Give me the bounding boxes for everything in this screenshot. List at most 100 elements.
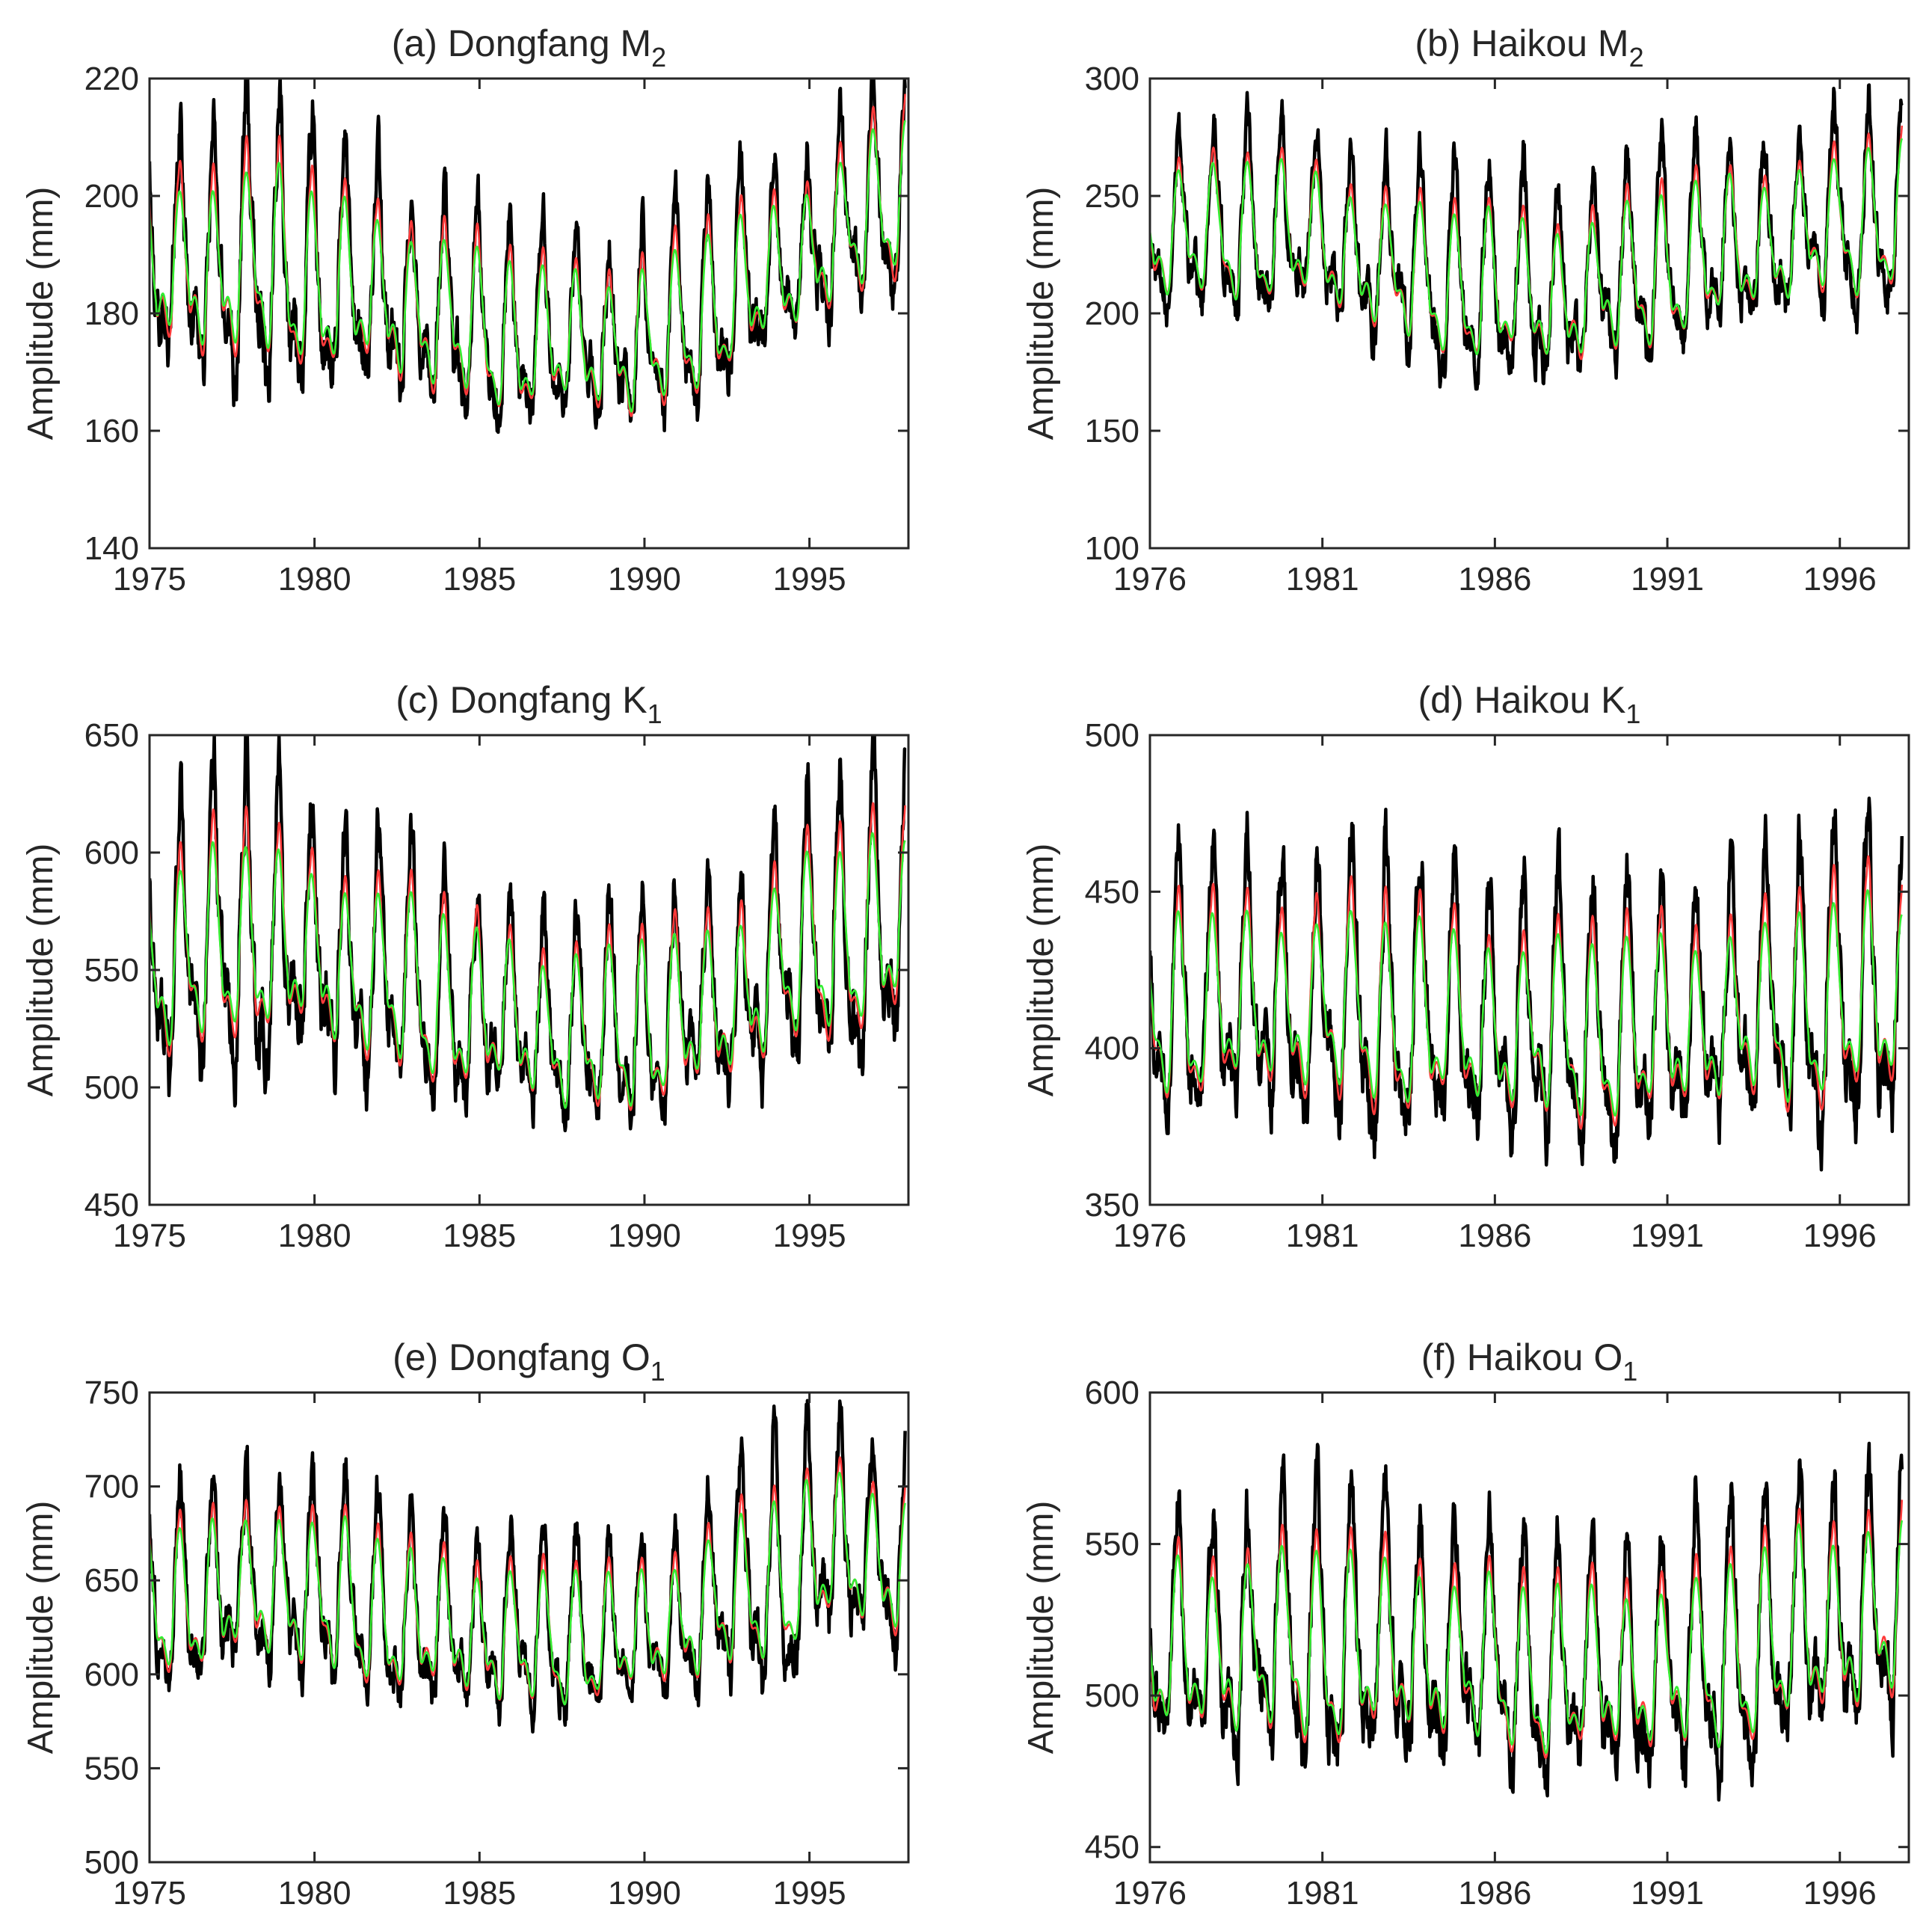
xtick-label-d: 1981 [1286,1218,1359,1254]
ytick-label-f: 450 [1085,1829,1139,1866]
ylabel-e: Amplitude (mm) [21,1501,61,1754]
ytick-label-b: 150 [1085,413,1139,449]
ytick-label-a: 140 [84,530,139,567]
axes-box-e [148,1391,910,1864]
title-main-b: (b) Haikou M [1415,22,1628,64]
xtick-label-b: 1991 [1631,561,1704,598]
panel-a: 1975 1980 1985 1990 1995 140 160 180 200 220 Ampli… [21,22,910,598]
ylabel-f: Amplitude (mm) [1021,1501,1061,1754]
ytick-label-c: 550 [84,952,139,989]
xtick-label-e: 1990 [608,1875,681,1912]
xtick-label-a: 1980 [278,561,351,598]
xtick-label-e: 1975 [113,1875,186,1912]
ytick-label-a: 160 [84,413,139,449]
title-d: (d) Haikou K1 [1418,679,1641,729]
title-sub-f: 1 [1622,1356,1637,1387]
xtick-label-a: 1985 [443,561,516,598]
xtick-label-c: 1995 [773,1218,846,1254]
ytick-label-e: 650 [84,1562,139,1599]
xtick-label-b: 1986 [1458,561,1531,598]
ytick-label-d: 500 [1085,717,1139,754]
xtick-label-d: 1976 [1113,1218,1187,1254]
ytick-label-d: 400 [1085,1031,1139,1067]
series-e-green [150,1471,906,1706]
title-e: (e) Dongfang O1 [393,1336,665,1387]
series-b-green [1150,138,1904,355]
xtick-label-c: 1980 [278,1218,351,1254]
ytick-label-c: 500 [84,1069,139,1106]
xtick-label-d: 1986 [1458,1218,1531,1254]
title-main-d: (d) Haikou K [1418,679,1626,721]
xtick-label-f: 1981 [1286,1875,1359,1912]
ytick-label-e: 700 [84,1469,139,1505]
xtick-label-c: 1990 [608,1218,681,1254]
series-a-green [150,120,906,413]
xtick-label-c: 1985 [443,1218,516,1254]
ytick-label-a: 200 [84,178,139,215]
ytick-label-b: 200 [1085,295,1139,332]
axes-box-d [1148,734,1910,1206]
ytick-label-e: 600 [84,1657,139,1693]
title-sub-e: 1 [650,1356,665,1387]
series-f-observed [1150,1441,1904,1802]
xtick-label-d: 1991 [1631,1218,1704,1254]
title-a: (a) Dongfang M2 [392,22,666,73]
ytick-label-b: 250 [1085,178,1139,215]
ytick-label-a: 180 [84,295,139,332]
series-c-green [150,832,906,1109]
title-sub-c: 1 [647,699,662,729]
ytick-label-a: 220 [84,61,139,97]
title-c: (c) Dongfang K1 [396,679,662,729]
ytick-label-f: 500 [1085,1677,1139,1714]
series-f-green [1150,1520,1904,1754]
xtick-label-d: 1996 [1803,1218,1877,1254]
xtick-label-f: 1986 [1458,1875,1531,1912]
xtick-label-a: 1990 [608,561,681,598]
panel-f: 1976 1981 1986 1991 1996 450 500 550 600 Amplitud… [1021,1336,1910,1912]
title-main-e: (e) Dongfang O [393,1336,650,1378]
title-main-a: (a) Dongfang M [392,22,651,64]
title-b: (b) Haikou M2 [1415,22,1643,73]
ytick-label-f: 600 [1085,1375,1139,1411]
ytick-label-e: 550 [84,1750,139,1787]
ylabel-a: Amplitude (mm) [21,187,61,440]
ytick-label-e: 500 [84,1844,139,1881]
ytick-label-c: 450 [84,1187,139,1224]
panel-c: 1975 1980 1985 1990 1995 450 500 550 600 650 Ampli… [21,679,910,1254]
title-f: (f) Haikou O1 [1421,1336,1638,1387]
ytick-label-c: 600 [84,835,139,871]
panel-d: 1976 1981 1986 1991 1996 350 400 450 500 Amplitud… [1021,679,1910,1254]
title-sub-d: 1 [1625,699,1640,729]
xtick-label-b: 1976 [1113,561,1187,598]
ytick-label-d: 450 [1085,874,1139,910]
panel-b: 1976 1981 1986 1991 1996 100 150 200 250 300 Ampli… [1021,22,1910,598]
ylabel-d: Amplitude (mm) [1021,844,1061,1097]
xtick-label-e: 1980 [278,1875,351,1912]
series-d-observed [1150,796,1904,1172]
xtick-label-e: 1985 [443,1875,516,1912]
ylabel-c: Amplitude (mm) [21,844,61,1097]
ytick-label-c: 650 [84,717,139,754]
series-c-observed [150,735,907,1133]
xtick-label-b: 1981 [1286,561,1359,598]
panel-e: 1975 1980 1985 1990 1995 500 550 600 650 700 750 Am… [21,1336,910,1912]
xtick-label-e: 1995 [773,1875,846,1912]
ytick-label-e: 750 [84,1375,139,1411]
title-sub-a: 2 [651,42,666,73]
ytick-label-d: 350 [1085,1187,1139,1224]
ytick-label-b: 100 [1085,530,1139,567]
series-a-observed [150,79,907,435]
series-e-observed [150,1399,907,1734]
xtick-label-f: 1976 [1113,1875,1187,1912]
xtick-label-a: 1975 [113,561,186,598]
ytick-label-b: 300 [1085,61,1139,97]
series-a-red [150,93,906,417]
ytick-label-f: 550 [1085,1526,1139,1563]
xtick-label-f: 1991 [1631,1875,1704,1912]
axes-box-b [1148,77,1910,550]
title-main-f: (f) Haikou O [1421,1336,1623,1378]
axes-box-f [1148,1391,1910,1864]
ylabel-b: Amplitude (mm) [1021,187,1061,440]
xtick-label-b: 1996 [1803,561,1877,598]
